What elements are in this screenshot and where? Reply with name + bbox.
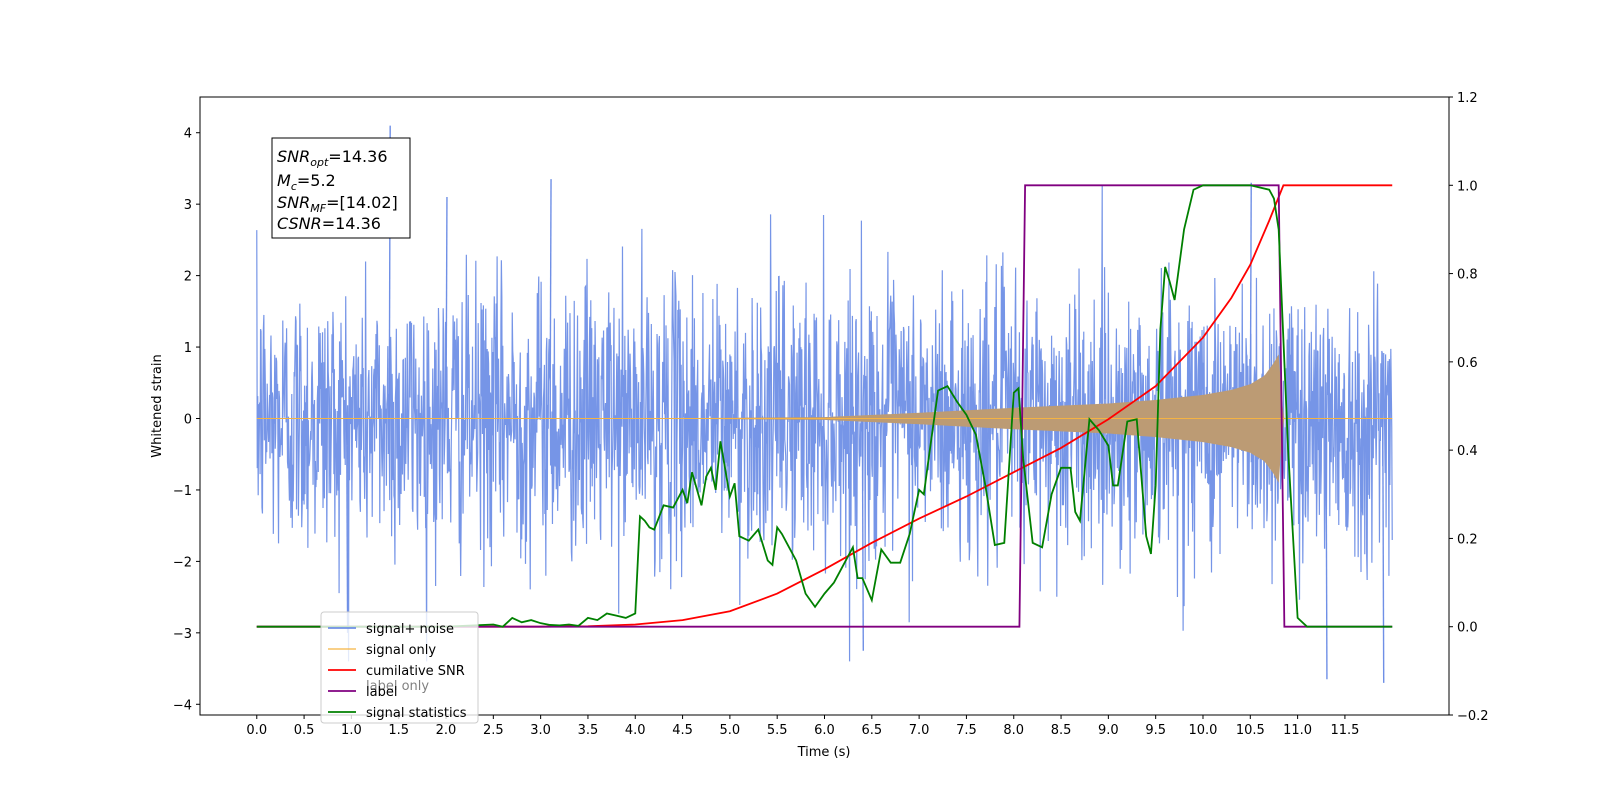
y2-tick-label: 0.4	[1457, 444, 1478, 459]
x-tick-label: 4.0	[625, 723, 646, 738]
legend-label: cumilative SNR	[366, 664, 465, 679]
legend-label: signal only	[366, 643, 436, 658]
noise-spike	[861, 418, 864, 651]
noise-spike	[1249, 182, 1252, 419]
x-tick-label: 1.5	[388, 723, 409, 738]
annotation-frame	[271, 137, 411, 239]
series-signal-statistics	[256, 184, 1393, 628]
x-tick-label: 9.0	[1098, 723, 1119, 738]
y2-tick-label: −0.2	[1457, 709, 1489, 724]
y-tick-label: 1	[184, 341, 192, 356]
series-layer	[256, 125, 1393, 683]
legend: label only signal+ noise signal only cumil…	[320, 611, 479, 724]
y-tick-label: 4	[184, 127, 192, 142]
y2-tick-label: 1.2	[1457, 91, 1478, 106]
x-tick-label: 3.5	[578, 723, 599, 738]
x-tick-label: 0.5	[294, 723, 315, 738]
noise-spike	[345, 418, 349, 633]
annotation-snr-mf: SNRMF=[14.02]	[277, 193, 398, 215]
series-label	[256, 184, 1393, 628]
x-axis: 0.0 0.5 1.0 1.5 2.0 2.5 3.0 3.5 4.0 4.5 5.0 5.5 6.0 6…	[246, 715, 1359, 738]
y-tick-label: −1	[173, 484, 192, 499]
y2-tick-label: 0.8	[1457, 268, 1478, 283]
x-tick-label: 10.0	[1189, 723, 1218, 738]
x-axis-label: Time (s)	[797, 745, 851, 760]
y2-tick-label: 0.6	[1457, 356, 1478, 371]
x-tick-label: 0.0	[246, 723, 267, 738]
x-tick-label: 2.0	[436, 723, 457, 738]
legend-hidden-text: label only	[366, 679, 429, 694]
x-tick-label: 1.0	[341, 723, 362, 738]
annotation-csnr: CSNR=14.36	[277, 214, 381, 233]
y-tick-label: −4	[173, 698, 192, 713]
x-tick-label: 11.0	[1283, 723, 1312, 738]
x-tick-label: 9.5	[1145, 723, 1166, 738]
x-tick-label: 10.5	[1236, 723, 1265, 738]
x-tick-label: 5.5	[767, 723, 788, 738]
noise-spike	[445, 197, 448, 419]
legend-label: label	[366, 685, 397, 700]
y-tick-label: 3	[184, 198, 192, 213]
y-tick-label: 2	[184, 270, 192, 285]
x-tick-label: 8.0	[1003, 723, 1024, 738]
y-axis-left: 4 3 2 1 0 −1 −2 −3 −4	[173, 127, 200, 713]
y2-tick-label: 0.0	[1457, 621, 1478, 636]
noise-spike	[1325, 418, 1328, 680]
x-tick-label: 7.0	[909, 723, 930, 738]
noise-spike	[1382, 418, 1385, 683]
noise-spike	[549, 179, 552, 419]
x-tick-label: 2.5	[483, 723, 504, 738]
y-tick-label: 0	[184, 413, 192, 428]
annotation-snr-opt: SNRopt=14.36	[277, 147, 388, 169]
legend-label: signal statistics	[366, 706, 467, 721]
legend-frame	[320, 611, 479, 724]
y-tick-label: −3	[173, 627, 192, 642]
x-tick-label: 6.0	[814, 723, 835, 738]
x-tick-label: 6.5	[861, 723, 882, 738]
y-axis-label: Whitened strain	[150, 354, 165, 457]
x-tick-label: 8.5	[1051, 723, 1072, 738]
annotation-mc: Mc=5.2	[277, 171, 336, 193]
y-axis-right: 1.2 1.0 0.8 0.6 0.4 0.2 0.0 −0.2	[1449, 91, 1489, 724]
annotation-box: SNRopt=14.36 Mc=5.2 SNRMF=[14.02] CSNR=1…	[271, 137, 411, 239]
y2-tick-label: 0.2	[1457, 532, 1478, 547]
legend-label: signal+ noise	[366, 622, 454, 637]
x-tick-label: 3.0	[530, 723, 551, 738]
x-tick-label: 11.5	[1330, 723, 1359, 738]
y2-tick-label: 1.0	[1457, 179, 1478, 194]
y-tick-label: −2	[173, 555, 192, 570]
x-tick-label: 4.5	[672, 723, 693, 738]
x-tick-label: 7.5	[956, 723, 977, 738]
x-tick-label: 5.0	[720, 723, 741, 738]
